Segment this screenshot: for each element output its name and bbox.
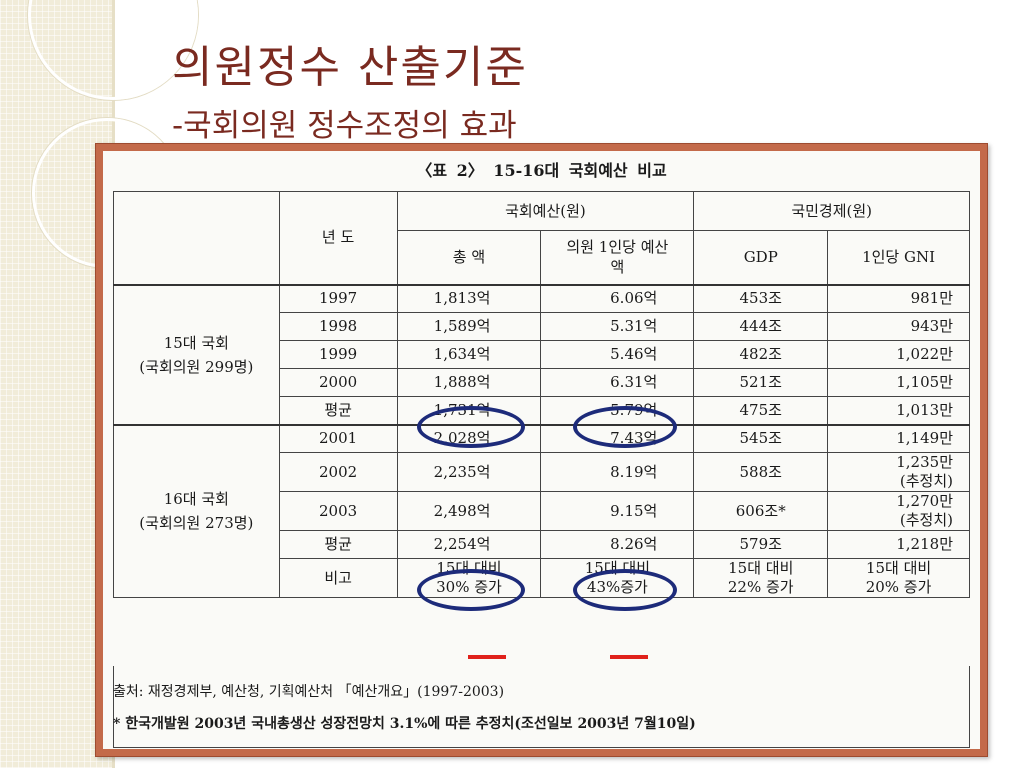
cell-gni: 1,270만 (추정치)	[827, 491, 970, 531]
cell-total: 1,589억	[396, 312, 542, 341]
cell-total: 1,634억	[396, 340, 542, 369]
cell-year: 1998	[278, 312, 398, 341]
cell-gdp: 444조	[693, 312, 829, 341]
cell-gni: 1,218만	[827, 530, 970, 559]
notes-box	[113, 666, 970, 748]
cell-total-average: 1,731억	[396, 396, 542, 425]
cell-gdp: 588조	[693, 452, 829, 492]
slide-subtitle: -국회의원 정수조정의 효과	[172, 108, 517, 144]
cell-per-member: 5.46억	[540, 340, 695, 369]
cell-remarks-label: 비고	[278, 558, 398, 598]
slide-title: 의원정수 산출기준	[172, 42, 528, 93]
cell-per-member: 6.06억	[540, 284, 695, 313]
cell-total: 1,888억	[396, 368, 542, 397]
header-gni: 1인당 GNI	[827, 230, 970, 285]
cell-gni: 981만	[827, 284, 970, 313]
cell-remarks-total: 15대 대비 30% 증가	[396, 558, 542, 598]
cell-gni: 1,235만 (추정치)	[827, 452, 970, 492]
cell-year: 2000	[278, 368, 398, 397]
header-year: 년 도	[278, 191, 398, 285]
table-image-frame: 〈표 2〉 15-16대 국회예산 비교 년 도 국회예산(원) 국민경제(원)	[95, 143, 988, 757]
cell-gni: 1,022만	[827, 340, 970, 369]
cell-gdp: 453조	[693, 284, 829, 313]
cell-remarks-per-member: 15대 대비 43%증가	[540, 558, 695, 598]
cell-year: 평균	[278, 530, 398, 559]
header-assembly-budget: 국회예산(원)	[396, 191, 695, 231]
group-label-15: 15대 국회 (국회의원 299명)	[113, 284, 280, 425]
cell-remarks-gdp: 15대 대비 22% 증가	[693, 558, 829, 598]
cell-gdp: 606조*	[693, 491, 829, 531]
table-row-remarks: 비고 15대 대비 30% 증가 15대 대비 43%증가 15대 대비 22%…	[114, 558, 970, 598]
cell-gni: 943만	[827, 312, 970, 341]
cell-per-member: 6.31억	[540, 368, 695, 397]
highlight-underline-total	[468, 655, 506, 659]
cell-total: 2,028억	[396, 423, 542, 453]
cell-per-member: 8.19억	[540, 452, 695, 492]
cell-per-member-average: 8.26억	[540, 530, 695, 559]
cell-gni: 1,149만	[827, 423, 970, 453]
table-row: 1998 1,589억 5.31억 444조 943만	[114, 312, 970, 341]
table-row: 2003 2,498억 9.15억 606조* 1,270만 (추정치)	[114, 491, 970, 531]
corner-cell	[113, 191, 280, 285]
cell-total: 2,235억	[396, 452, 542, 492]
cell-gni: 1,105만	[827, 368, 970, 397]
cell-year: 2002	[278, 452, 398, 492]
cell-year: 1997	[278, 284, 398, 313]
table-row: 16대 국회 (국회의원 273명) 2001 2,028억 7.43억 545…	[113, 423, 970, 598]
budget-comparison-table: 년 도 국회예산(원) 국민경제(원) 총 액 의원 1인당 예산액 GDP 1…	[113, 191, 970, 598]
cell-gdp: 521조	[693, 368, 829, 397]
cell-per-member: 5.31억	[540, 312, 695, 341]
cell-year: 2001	[278, 423, 398, 453]
cell-per-member: 9.15억	[540, 491, 695, 531]
cell-year: 평균	[278, 396, 398, 425]
cell-gdp: 482조	[693, 340, 829, 369]
cell-gdp: 475조	[693, 396, 829, 425]
cell-year: 1999	[278, 340, 398, 369]
table-paper: 〈표 2〉 15-16대 국회예산 비교 년 도 국회예산(원) 국민경제(원)	[103, 151, 980, 749]
cell-per-member-average: 5.79억	[540, 396, 695, 425]
highlight-underline-per-member	[610, 655, 648, 659]
header-total: 총 액	[396, 230, 542, 285]
header-national-economy: 국민경제(원)	[693, 191, 970, 231]
table-row: 2002 2,235억 8.19억 588조 1,235만 (추정치)	[114, 452, 970, 492]
header-gdp: GDP	[693, 230, 829, 285]
cell-total-average: 2,254억	[396, 530, 542, 559]
table-row: 1999 1,634억 5.46억 482조 1,022만	[114, 340, 970, 369]
footnote: * 한국개발원 2003년 국내총생산 성장전망치 3.1%에 따른 추정치(조…	[113, 716, 696, 732]
cell-gni: 1,013만	[827, 396, 970, 425]
header-per-member: 의원 1인당 예산액	[540, 230, 695, 285]
cell-total: 1,813억	[396, 284, 542, 313]
cell-gdp: 579조	[693, 530, 829, 559]
table-row: 15대 국회 (국회의원 299명) 1997 1,813억 6.06억 453…	[113, 284, 970, 425]
cell-year: 2003	[278, 491, 398, 531]
cell-per-member: 7.43억	[540, 423, 695, 453]
header-per-member-text: 의원 1인당 예산액	[566, 238, 669, 277]
cell-remarks-gni: 15대 대비 20% 증가	[827, 558, 970, 598]
cell-total: 2,498억	[396, 491, 542, 531]
source-note: 출처: 재정경제부, 예산청, 기획예산처 「예산개요」(1997-2003)	[113, 684, 505, 700]
cell-gdp: 545조	[693, 423, 829, 453]
group-label-16: 16대 국회 (국회의원 273명)	[113, 423, 280, 598]
table-caption: 〈표 2〉 15-16대 국회예산 비교	[416, 161, 667, 180]
